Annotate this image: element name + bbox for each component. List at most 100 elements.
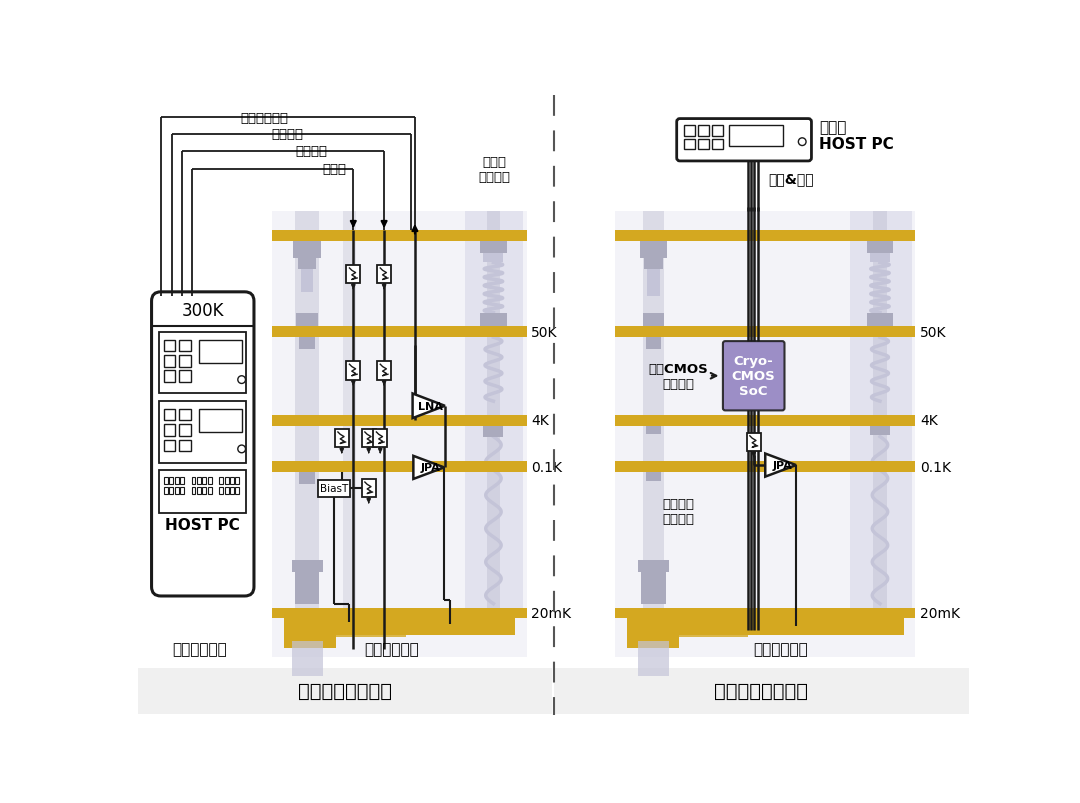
Circle shape: [238, 446, 245, 453]
Bar: [179, 425, 191, 436]
Bar: [685, 125, 696, 137]
Text: 低温CMOS
测控芯片: 低温CMOS 测控芯片: [648, 362, 708, 390]
Text: 模拟量子
测控信号: 模拟量子 测控信号: [662, 498, 694, 526]
Bar: [179, 356, 191, 367]
Text: 300K: 300K: [181, 301, 224, 319]
Bar: [207, 477, 212, 484]
Text: HOST PC: HOST PC: [819, 137, 894, 152]
Text: 4K: 4K: [531, 414, 549, 428]
Text: 20mK: 20mK: [920, 606, 960, 620]
Text: 读取微波: 读取微波: [272, 128, 303, 141]
Polygon shape: [414, 456, 444, 479]
Text: 量子比特阵列: 量子比特阵列: [753, 641, 808, 656]
Bar: [159, 332, 246, 394]
Bar: [481, 313, 507, 327]
Bar: [335, 430, 349, 448]
Bar: [179, 440, 191, 451]
Bar: [362, 479, 376, 498]
Bar: [170, 487, 173, 495]
Bar: [200, 410, 242, 433]
Bar: [699, 125, 710, 137]
Bar: [284, 618, 515, 635]
Bar: [343, 212, 355, 618]
Text: 色散反射测量: 色散反射测量: [241, 112, 288, 124]
Bar: [197, 477, 201, 484]
Bar: [347, 361, 361, 380]
Bar: [374, 430, 388, 448]
Bar: [272, 608, 527, 618]
Bar: [191, 487, 195, 495]
Circle shape: [798, 139, 806, 146]
Bar: [230, 477, 234, 484]
Bar: [318, 480, 350, 497]
FancyBboxPatch shape: [151, 292, 254, 597]
Bar: [138, 668, 552, 714]
Bar: [870, 253, 890, 263]
Bar: [616, 327, 916, 338]
Bar: [554, 668, 970, 714]
Bar: [377, 361, 391, 380]
Bar: [616, 231, 916, 242]
Bar: [164, 356, 175, 367]
Text: 0.1K: 0.1K: [920, 460, 951, 474]
Text: 量子比特阵列: 量子比特阵列: [364, 641, 419, 656]
Bar: [638, 560, 669, 573]
Bar: [639, 242, 667, 259]
Bar: [225, 477, 229, 484]
FancyBboxPatch shape: [677, 120, 811, 161]
Bar: [486, 212, 500, 618]
Text: 微同轴
电缆阵列: 微同轴 电缆阵列: [478, 156, 510, 183]
Bar: [616, 462, 916, 472]
Bar: [207, 487, 212, 495]
Bar: [272, 212, 527, 657]
Text: 低温量子测控系统: 低温量子测控系统: [714, 681, 809, 700]
Bar: [179, 340, 191, 352]
Bar: [867, 242, 893, 253]
Bar: [645, 259, 663, 269]
Bar: [164, 477, 167, 484]
Text: 门脉冲: 门脉冲: [322, 163, 346, 176]
Bar: [180, 477, 184, 484]
Bar: [298, 259, 316, 269]
Bar: [685, 140, 696, 150]
Text: 通信&馈电: 通信&馈电: [768, 172, 813, 185]
Bar: [219, 487, 224, 495]
FancyBboxPatch shape: [723, 342, 784, 411]
Bar: [712, 125, 723, 137]
Bar: [235, 477, 240, 484]
Bar: [295, 569, 320, 604]
Bar: [202, 487, 206, 495]
Bar: [164, 340, 175, 352]
Bar: [646, 426, 661, 434]
Bar: [164, 440, 175, 451]
Bar: [272, 415, 527, 426]
Text: JPA: JPA: [420, 463, 441, 473]
Bar: [225, 487, 229, 495]
Bar: [219, 477, 224, 484]
Bar: [867, 313, 893, 327]
Bar: [164, 487, 167, 495]
Bar: [626, 618, 904, 635]
Polygon shape: [766, 454, 796, 477]
Bar: [159, 471, 246, 513]
Bar: [235, 487, 240, 495]
Bar: [272, 231, 527, 242]
Bar: [484, 253, 503, 263]
Bar: [729, 125, 783, 147]
Bar: [336, 626, 406, 637]
Bar: [377, 266, 391, 284]
Bar: [481, 242, 507, 253]
Bar: [616, 608, 916, 618]
Bar: [175, 487, 178, 495]
Text: 微波脉冲: 微波脉冲: [295, 145, 327, 158]
Bar: [642, 569, 666, 604]
Text: 常温测控设备: 常温测控设备: [172, 641, 227, 656]
Bar: [191, 477, 195, 484]
Bar: [301, 269, 313, 292]
Bar: [180, 487, 184, 495]
Text: LNA: LNA: [418, 402, 443, 411]
Bar: [179, 371, 191, 382]
Bar: [179, 410, 191, 421]
Bar: [616, 415, 916, 426]
Bar: [272, 327, 527, 338]
